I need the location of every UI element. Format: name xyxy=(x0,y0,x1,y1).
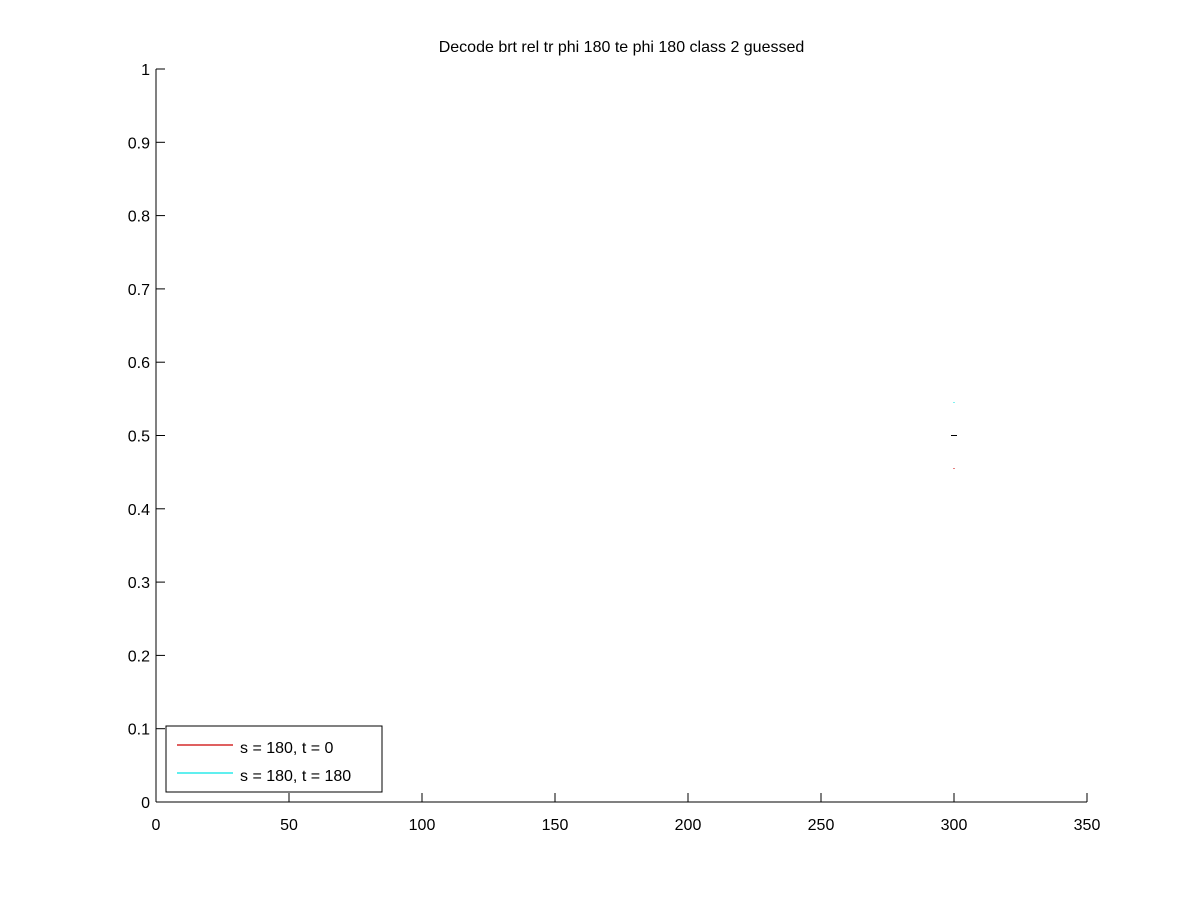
legend-items: s = 180, t = 0 s = 180, t = 180 xyxy=(177,740,351,785)
legend: s = 180, t = 0 s = 180, t = 180 xyxy=(165,725,383,793)
y-tick-label: 0.5 xyxy=(128,429,150,446)
y-tick-label: 0.6 xyxy=(128,355,150,372)
y-tick-label: 0.1 xyxy=(128,722,150,739)
legend-label-0: s = 180, t = 0 xyxy=(240,740,334,757)
x-tick-label: 100 xyxy=(409,817,436,834)
x-tick-label: 150 xyxy=(542,817,569,834)
y-tick-label: 0.3 xyxy=(128,575,150,592)
x-tick-label: 250 xyxy=(808,817,835,834)
plot-area xyxy=(156,69,1087,802)
x-tick-label: 0 xyxy=(152,817,161,834)
x-tick-label: 200 xyxy=(675,817,702,834)
y-tick-label: 1 xyxy=(141,62,150,79)
x-ticks: 0 50 100 150 200 250 300 350 xyxy=(152,793,1101,834)
y-tick-label: 0.8 xyxy=(128,209,150,226)
x-tick-label: 350 xyxy=(1074,817,1101,834)
chart-title: Decode brt rel tr phi 180 te phi 180 cla… xyxy=(439,39,805,56)
series-layer xyxy=(951,402,957,469)
legend-label-1: s = 180, t = 180 xyxy=(240,768,351,785)
x-tick-label: 50 xyxy=(280,817,298,834)
y-tick-label: 0.9 xyxy=(128,135,150,152)
y-tick-label: 0.4 xyxy=(128,502,150,519)
y-tick-label: 0.7 xyxy=(128,282,150,299)
legend-box xyxy=(165,725,383,793)
y-ticks: 0 0.1 0.2 0.3 0.4 0.5 0.6 0.7 0.8 0.9 1 xyxy=(128,62,165,812)
y-tick-label: 0 xyxy=(141,795,150,812)
y-tick-label: 0.2 xyxy=(128,648,150,665)
x-tick-label: 300 xyxy=(941,817,968,834)
